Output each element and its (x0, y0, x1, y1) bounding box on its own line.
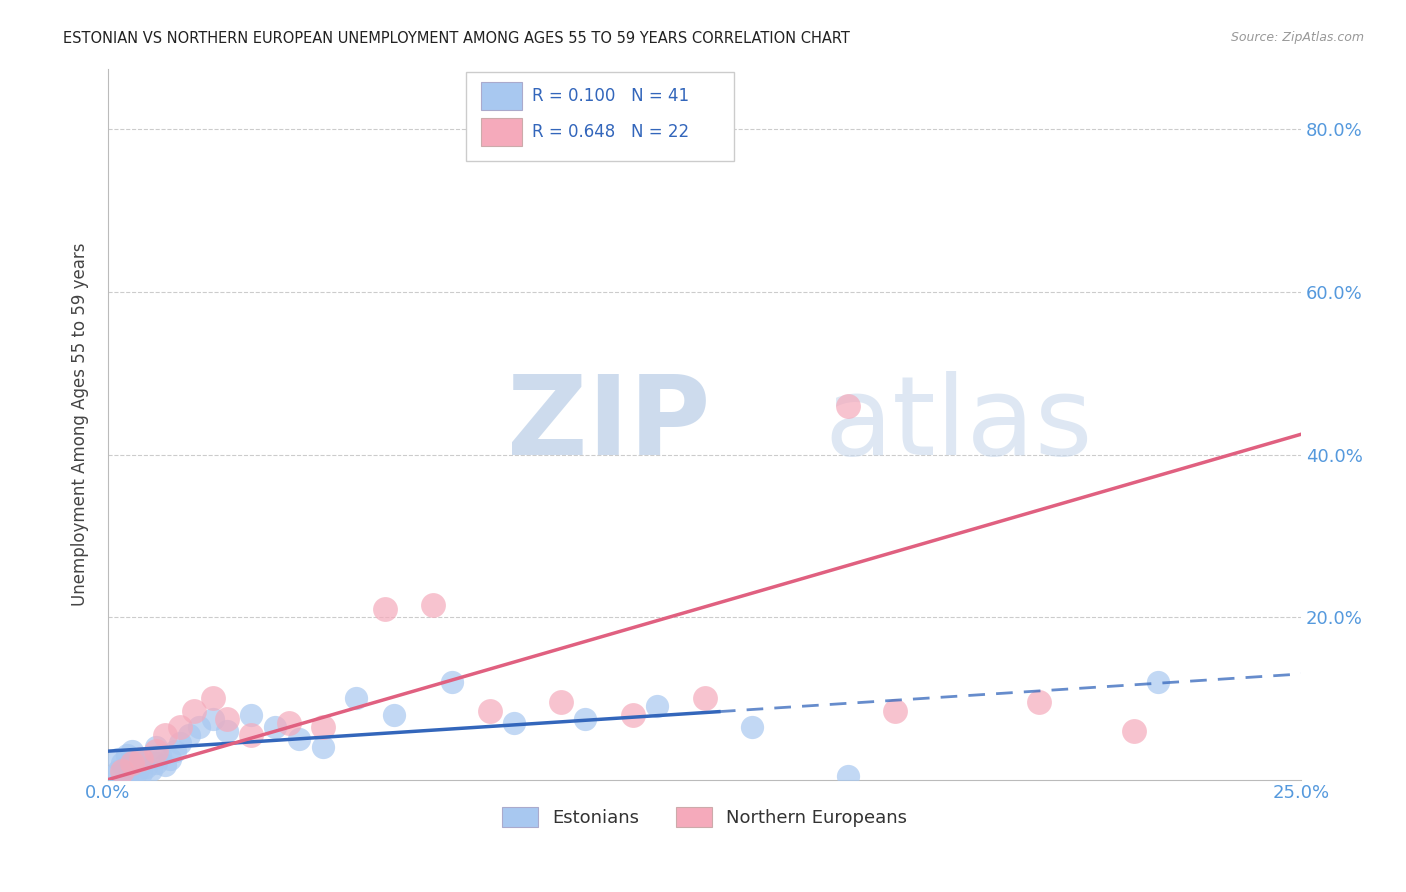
Point (374, 602, 396, 616)
Y-axis label: Unemployment Among Ages 55 to 59 years: Unemployment Among Ages 55 to 59 years (72, 243, 89, 606)
Point (111, 756, 134, 771)
Point (312, 720, 335, 734)
Point (741, 720, 763, 734)
Point (440, 675, 463, 690)
Point (884, 704, 907, 718)
Point (169, 736, 191, 750)
Point (240, 728, 263, 742)
Point (550, 695, 572, 709)
Point (139, 763, 162, 777)
Point (201, 712, 224, 726)
Point (478, 704, 501, 718)
Point (131, 755, 153, 769)
Point (217, 723, 239, 738)
Point (149, 748, 172, 763)
Point (145, 740, 167, 755)
Text: Source: ZipAtlas.com: Source: ZipAtlas.com (1230, 31, 1364, 45)
Point (201, 691, 224, 706)
Text: ZIP: ZIP (508, 370, 711, 477)
Point (621, 707, 644, 722)
Point (121, 756, 143, 771)
Point (502, 715, 524, 730)
Text: R = 0.100   N = 41: R = 0.100 N = 41 (531, 87, 689, 105)
Point (121, 768, 143, 782)
Legend: Estonians, Northern Europeans: Estonians, Northern Europeans (495, 799, 914, 835)
Point (422, 598, 444, 612)
Point (574, 712, 596, 726)
FancyBboxPatch shape (481, 82, 522, 111)
Point (121, 744, 143, 758)
Point (179, 728, 201, 742)
Point (115, 748, 138, 763)
Text: atlas: atlas (824, 370, 1092, 477)
Point (107, 764, 129, 779)
Point (288, 731, 311, 746)
Text: ESTONIAN VS NORTHERN EUROPEAN UNEMPLOYMENT AMONG AGES 55 TO 59 YEARS CORRELATION: ESTONIAN VS NORTHERN EUROPEAN UNEMPLOYME… (63, 31, 851, 46)
Point (382, 707, 405, 722)
Text: R = 0.648   N = 22: R = 0.648 N = 22 (531, 123, 689, 141)
Point (125, 752, 148, 766)
Point (187, 720, 209, 734)
Point (111, 766, 134, 780)
Point (155, 758, 177, 772)
Point (645, 699, 668, 714)
Point (169, 720, 191, 734)
Point (278, 715, 301, 730)
Point (115, 768, 138, 782)
Point (264, 720, 287, 734)
Point (115, 760, 138, 774)
Point (344, 691, 367, 706)
Point (101, 768, 124, 782)
FancyBboxPatch shape (481, 118, 522, 146)
Point (837, 768, 859, 782)
Point (159, 752, 181, 766)
Point (107, 752, 129, 766)
Point (125, 764, 148, 779)
Point (693, 691, 716, 706)
Point (1147, 675, 1170, 690)
Point (121, 758, 143, 772)
Point (163, 744, 186, 758)
Point (312, 740, 335, 755)
Point (131, 766, 153, 780)
Point (145, 744, 167, 758)
Point (135, 760, 157, 774)
Point (145, 756, 167, 771)
Point (217, 712, 239, 726)
Point (240, 707, 263, 722)
Point (837, 399, 859, 413)
Point (131, 752, 153, 766)
FancyBboxPatch shape (465, 72, 734, 161)
Point (155, 728, 177, 742)
Point (1123, 723, 1146, 738)
Point (183, 704, 205, 718)
Point (111, 764, 134, 779)
Point (1028, 695, 1050, 709)
